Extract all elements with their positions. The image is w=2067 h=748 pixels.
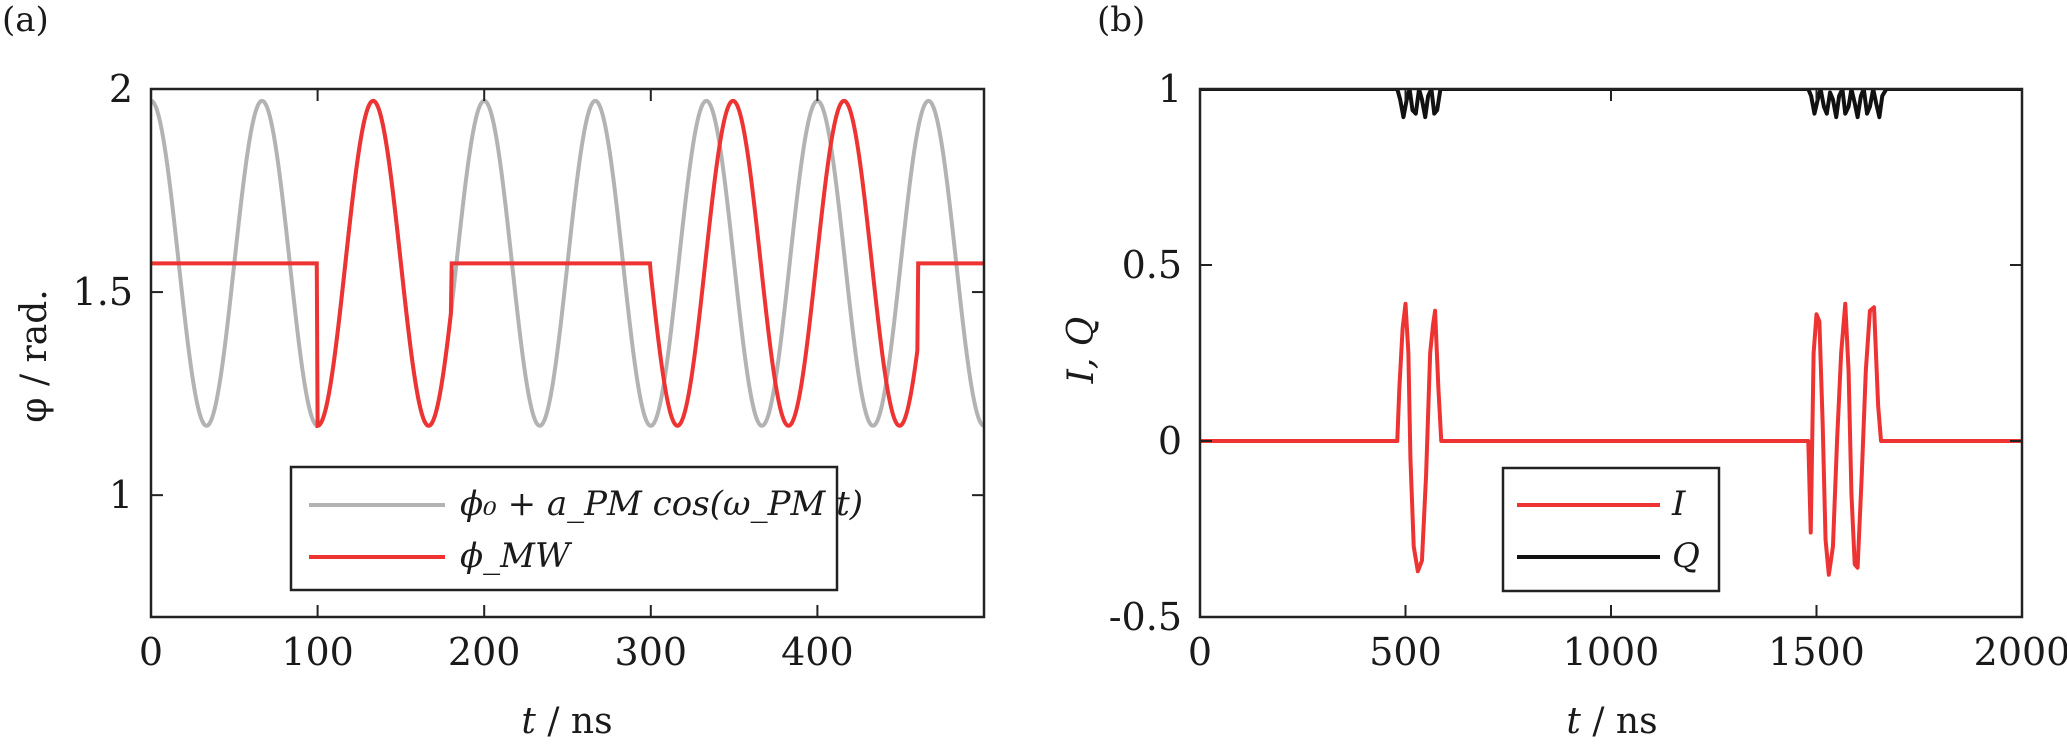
panel-b-ytick-label: 0.5 bbox=[1122, 243, 1182, 287]
panel-a-chart: 0 100 200 300 400 1 1.5 2 φ / rad. t / ns ϕ₀ + … bbox=[14, 67, 986, 742]
panel-a-label: (a) bbox=[2, 0, 49, 40]
panel-b-xlabel-unit: / ns bbox=[1581, 701, 1658, 742]
panel-b-chart: 0 500 1000 1500 2000-0.500.51 I, Q t / ns I … bbox=[1061, 67, 2067, 742]
panel-b-xtick-label: 1500 bbox=[1768, 630, 1865, 674]
panel-b-xlabel-var: t bbox=[1566, 701, 1581, 742]
panel-a-legend-box bbox=[289, 465, 839, 592]
series-line-red bbox=[151, 98, 984, 429]
panel-a-xtick-label: 0 bbox=[139, 630, 163, 674]
panel-b-legend-box bbox=[1501, 466, 1721, 593]
panel-b-xlabel: t / ns bbox=[1566, 701, 1657, 742]
panel-a-ytick-label: 2 bbox=[109, 67, 133, 111]
panel-a-frame bbox=[149, 87, 986, 619]
panel-a-xtick-label: 400 bbox=[781, 630, 854, 674]
panel-b-ytick-label: 1 bbox=[1158, 67, 1182, 111]
panel-a-legend: ϕ₀ + a_PM cos(ω_PM t) ϕ_MW bbox=[289, 465, 863, 592]
panel-a-ytick-label: 1 bbox=[109, 473, 133, 517]
panel-b-legend: I Q bbox=[1501, 466, 1721, 593]
legend-label-q: Q bbox=[1672, 536, 1700, 576]
series-line-i bbox=[1200, 301, 2022, 577]
panel-a-xlabel-var: t bbox=[521, 701, 536, 742]
legend-label-gray: ϕ₀ + a_PM cos(ω_PM t) bbox=[460, 484, 863, 524]
panel-b-xtick-label: 0 bbox=[1188, 630, 1212, 674]
panel-a-ylabel: φ / rad. bbox=[14, 289, 55, 422]
panel-b-xtick-label: 500 bbox=[1369, 630, 1442, 674]
legend-label-red: ϕ_MW bbox=[460, 536, 573, 576]
panel-b-xtick-label: 2000 bbox=[1974, 630, 2067, 674]
legend-label-i: I bbox=[1671, 484, 1686, 524]
panel-b-ytick-label: 0 bbox=[1158, 419, 1182, 463]
panel-b-ylabel: I, Q bbox=[1061, 317, 1102, 385]
series-line-q bbox=[1200, 89, 2022, 120]
panel-a-xlabel: t / ns bbox=[521, 701, 612, 742]
panel-b-label: (b) bbox=[1097, 0, 1145, 40]
panel-b-ytick-label: -0.5 bbox=[1109, 595, 1182, 639]
panel-b-xtick-label: 1000 bbox=[1563, 630, 1660, 674]
panel-a-ytick-label: 1.5 bbox=[73, 270, 133, 314]
panel-a-xlabel-unit: / ns bbox=[536, 701, 613, 742]
panel-a-xtick-label: 300 bbox=[615, 630, 688, 674]
panel-a-xtick-label: 200 bbox=[448, 630, 521, 674]
panel-a-xtick-label: 100 bbox=[281, 630, 354, 674]
